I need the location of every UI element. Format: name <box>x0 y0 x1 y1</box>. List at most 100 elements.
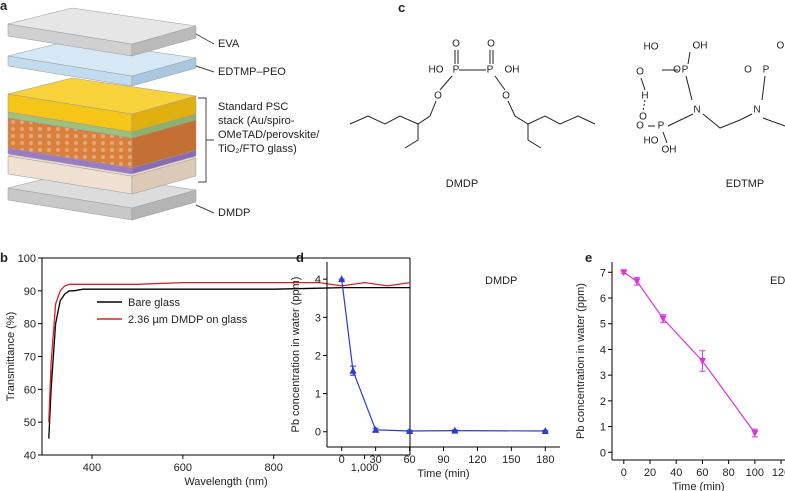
atom-label: P <box>658 121 665 132</box>
molecule-bonds <box>349 50 785 149</box>
atom-label: O <box>452 39 460 50</box>
layer-label: EDTMP–PEO <box>218 66 286 78</box>
annotation: EDTMP <box>770 275 785 287</box>
x-tick-label: 800 <box>265 462 283 474</box>
atom-label: O <box>487 39 495 50</box>
layer-top <box>7 77 197 115</box>
y-tick-label: 2 <box>315 350 321 362</box>
atom-label: O <box>636 67 644 78</box>
layer-top <box>7 7 197 45</box>
x-tick-label: 40 <box>670 467 682 479</box>
layer-label: DMDP <box>218 207 250 219</box>
y-tick-label: 100 <box>18 253 36 265</box>
marker <box>751 430 759 437</box>
layer-top <box>7 39 197 77</box>
series-line <box>48 286 410 439</box>
panel-label: a <box>0 0 8 13</box>
y-axis-title: Pb concentration in water (ppm) <box>575 283 587 439</box>
series-line <box>48 281 411 423</box>
legend-label: 2.36 µm DMDP on glass <box>128 314 248 326</box>
marker <box>620 269 628 277</box>
marker <box>338 275 346 283</box>
marker <box>406 426 414 434</box>
y-tick-label: 3 <box>315 312 321 324</box>
molecule-name: EDTMP <box>726 178 765 190</box>
y-tick-label: 90 <box>24 286 36 298</box>
atom-label: O <box>636 121 644 132</box>
layer-label: Standard PSC <box>218 101 288 113</box>
y-tick-label: 2 <box>600 396 606 408</box>
atom-label: OH <box>693 41 708 52</box>
y-tick-label: 6 <box>600 293 606 305</box>
atom-label: N <box>693 105 700 116</box>
x-tick-label: 400 <box>83 462 101 474</box>
molecule-name: DMDP <box>446 178 478 190</box>
y-tick-label: 4 <box>600 344 606 356</box>
x-tick-label: 60 <box>696 467 708 479</box>
x-tick-label: 120 <box>468 454 486 466</box>
y-tick-label: 60 <box>24 384 36 396</box>
x-tick-label: 20 <box>644 467 656 479</box>
marker <box>451 426 459 434</box>
atom-label: O <box>502 91 510 102</box>
y-axis-title: Transmittance (%) <box>5 312 17 401</box>
atom-label: N <box>753 105 760 116</box>
x-axis-title: Wavelength (nm) <box>184 476 267 488</box>
y-tick-label: 80 <box>24 319 36 331</box>
chart: 40 50 60 70 80 90 100 400 600 800 1,000 Wavelength … <box>5 253 411 488</box>
marker <box>633 278 641 286</box>
x-tick-label: 0 <box>621 467 627 479</box>
x-tick-label: 0 <box>339 454 345 466</box>
x-tick-label: 90 <box>437 454 449 466</box>
series-line <box>623 271 756 434</box>
chart: 0 1 2 3 4 0 30 60 90 120 150 180 Time (min) Pb concen… <box>290 262 560 480</box>
atom-label: HO <box>644 136 659 147</box>
panel-label: c <box>398 0 405 15</box>
atom-label: P <box>453 65 460 76</box>
marker <box>541 426 549 434</box>
annotation: DMDP <box>485 275 517 287</box>
legend-label: Bare glass <box>128 297 180 309</box>
atom-label: H <box>641 91 648 102</box>
x-tick-label: 600 <box>174 462 192 474</box>
x-tick-label: 60 <box>403 454 415 466</box>
marker <box>372 425 380 433</box>
y-tick-label: 50 <box>24 417 36 429</box>
leader-lines <box>195 33 215 214</box>
layer-stack <box>7 7 197 221</box>
atom-label: OH <box>505 65 520 76</box>
atom-label: O <box>434 91 442 102</box>
panel-label: e <box>585 250 592 265</box>
panel-label: b <box>0 250 8 265</box>
x-tick-label: 1,000 <box>351 462 379 474</box>
y-tick-label: 70 <box>24 352 36 364</box>
atom-label: P <box>487 65 494 76</box>
marker <box>349 366 357 374</box>
y-tick-label: 7 <box>600 267 606 279</box>
x-tick-label: 80 <box>723 467 735 479</box>
x-tick-label: 100 <box>746 467 764 479</box>
x-tick-label: 150 <box>502 454 520 466</box>
y-tick-label: 0 <box>600 447 606 459</box>
atom-label: P <box>682 65 689 76</box>
atom-label: O <box>639 112 647 123</box>
x-tick-label: 30 <box>370 454 382 466</box>
y-tick-label: 5 <box>600 319 606 331</box>
y-tick-label: 0 <box>315 427 321 439</box>
atom-label: HO <box>429 65 444 76</box>
x-axis-title: Time (min) <box>417 468 469 480</box>
layer-label: TiO₂/FTO glass) <box>218 143 297 155</box>
chart: 0 1 2 3 4 5 6 7 0 20 40 60 80 100 120 Time (min) Pb conc… <box>575 262 785 491</box>
layer-label: stack (Au/spiro- <box>218 115 295 127</box>
atom-label: HO <box>644 42 659 53</box>
atom-label: P <box>763 65 770 76</box>
layer-label: EVA <box>218 38 240 50</box>
x-tick-label: 120 <box>772 467 785 479</box>
atom-label: O <box>744 65 752 76</box>
layer-label: OMeTAD/perovskite/ <box>218 129 320 141</box>
y-tick-label: 3 <box>600 370 606 382</box>
y-axis-title: Pb concentration in water (ppm) <box>290 277 302 433</box>
y-tick-label: 40 <box>24 450 36 462</box>
